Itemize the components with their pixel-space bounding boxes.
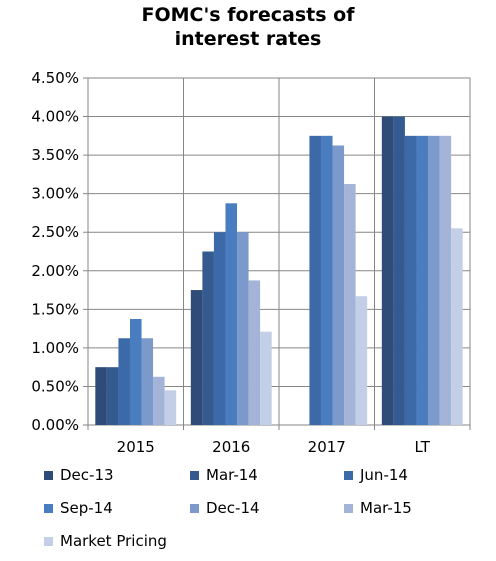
bar: [118, 338, 130, 425]
bar: [309, 135, 321, 426]
legend-item: Sep-14: [44, 499, 113, 517]
y-tick-label: 4.50%: [31, 69, 79, 87]
bar: [95, 367, 107, 425]
legend-item: Market Pricing: [44, 532, 167, 550]
legend-item: Mar-15: [344, 499, 412, 517]
bar: [428, 135, 440, 426]
legend-item: Dec-14: [190, 499, 260, 517]
legend-label: Dec-14: [206, 499, 260, 517]
legend-item: Mar-14: [190, 466, 258, 484]
legend-swatch: [44, 536, 53, 546]
x-tick-label: 2016: [212, 438, 250, 456]
bar: [355, 296, 368, 425]
bar: [202, 251, 214, 425]
legend-label: Mar-15: [360, 499, 412, 517]
legend-swatch: [44, 503, 53, 513]
legend-item: Jun-14: [344, 466, 408, 484]
legend-swatch: [190, 470, 199, 480]
bar: [451, 228, 463, 425]
legend-label: Market Pricing: [60, 532, 167, 550]
y-tick-label: 4.00%: [31, 108, 79, 126]
x-tick-label: LT: [415, 438, 431, 456]
bar: [381, 116, 394, 426]
y-tick-label: 3.50%: [31, 146, 79, 164]
y-tick-label: 0.50%: [31, 377, 79, 395]
bar: [320, 135, 333, 426]
bar: [225, 203, 238, 425]
bar: [190, 290, 203, 425]
bar: [213, 232, 226, 425]
legend-swatch: [344, 503, 353, 513]
legend-label: Mar-14: [206, 466, 258, 484]
bar: [416, 135, 429, 426]
bar: [141, 338, 154, 425]
legend-label: Dec-13: [60, 466, 114, 484]
bar: [439, 135, 452, 426]
legend-swatch: [44, 470, 53, 480]
legend-label: Sep-14: [60, 499, 113, 517]
bar: [344, 184, 356, 425]
y-tick-label: 0.00%: [31, 416, 79, 434]
bar: [393, 116, 405, 426]
y-tick-label: 2.00%: [31, 262, 79, 280]
bar: [260, 331, 272, 425]
chart-title-line-1: FOMC's forecasts of: [141, 4, 355, 26]
bar: [164, 390, 177, 425]
bar: [153, 376, 165, 425]
y-tick-label: 1.50%: [31, 300, 79, 318]
legend-swatch: [190, 503, 199, 513]
chart-title-line-2: interest rates: [174, 28, 322, 50]
x-tick-label: 2017: [308, 438, 346, 456]
bar: [248, 280, 261, 425]
x-tick-label: 2015: [117, 438, 155, 456]
bar: [404, 135, 417, 426]
legend-swatch: [344, 470, 353, 480]
y-tick-label: 2.50%: [31, 223, 79, 241]
y-tick-label: 3.00%: [31, 185, 79, 203]
bar: [106, 367, 119, 425]
bar: [237, 232, 249, 425]
legend-label: Jun-14: [360, 466, 408, 484]
bar: [129, 318, 142, 425]
legend-item: Dec-13: [44, 466, 114, 484]
chart-title: FOMC's forecasts of interest rates: [0, 3, 496, 51]
bar: [332, 145, 345, 425]
y-tick-label: 1.00%: [31, 339, 79, 357]
